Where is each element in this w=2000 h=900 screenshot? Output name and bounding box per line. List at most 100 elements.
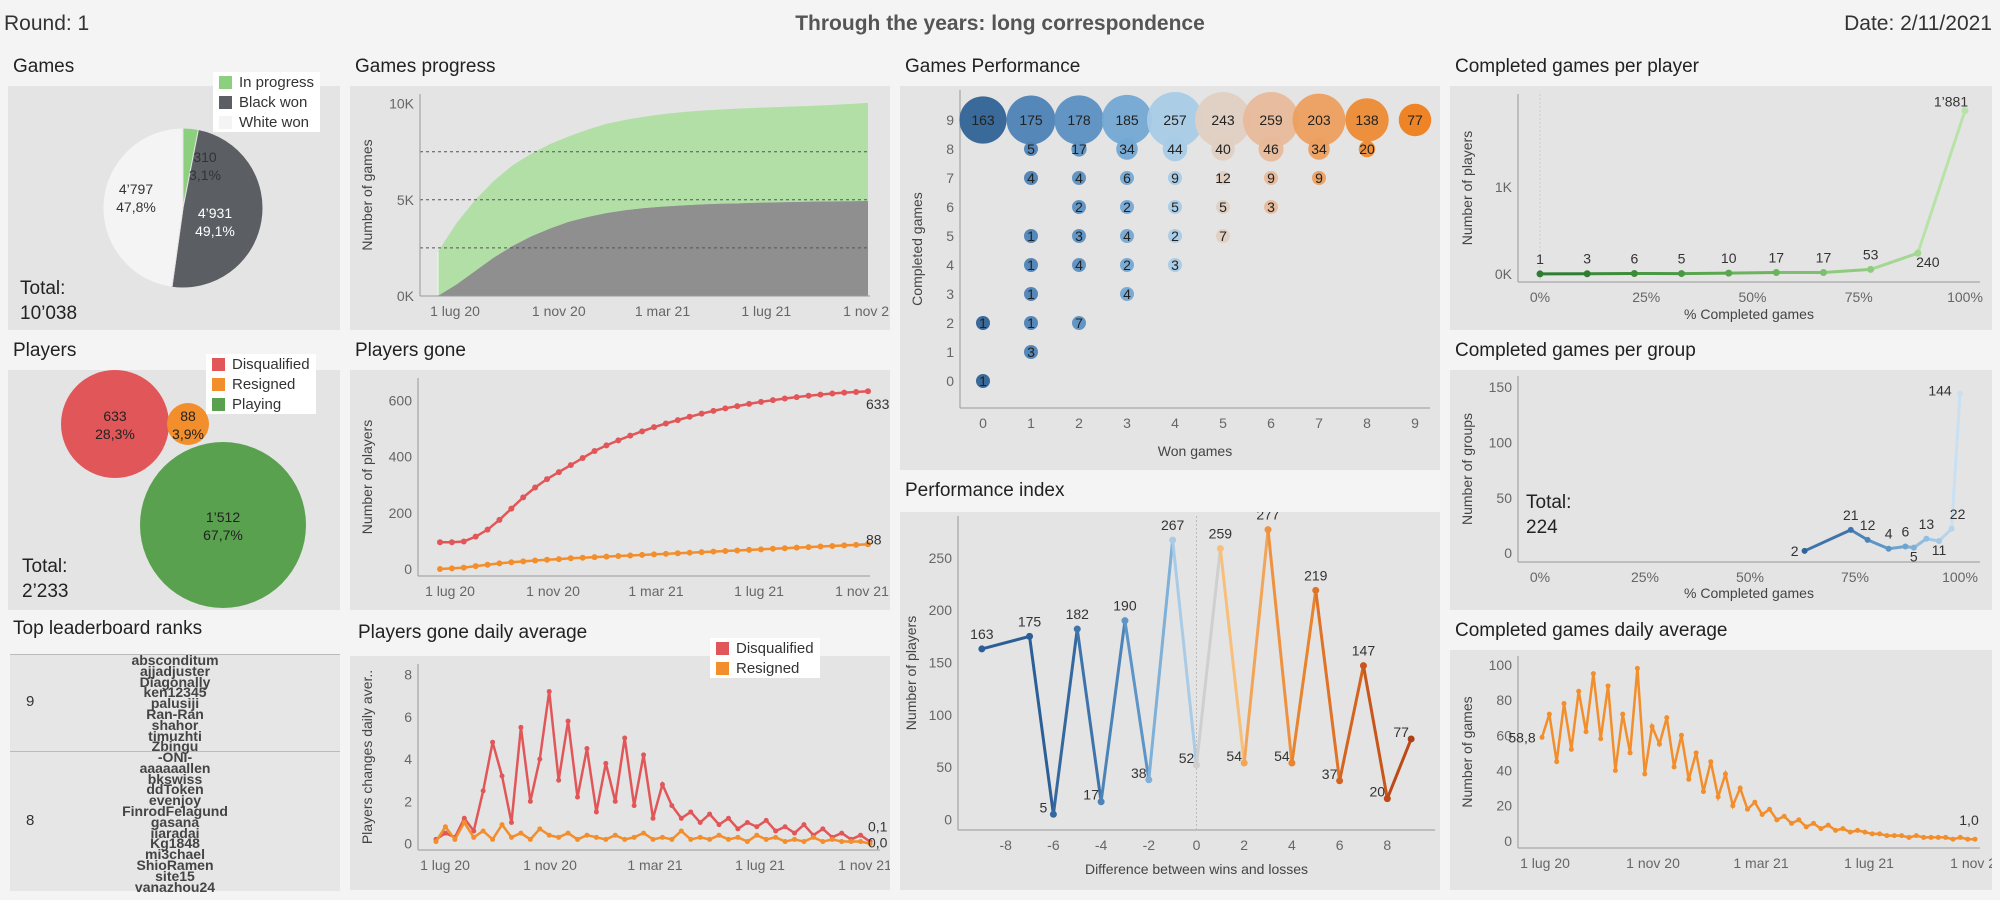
player-name[interactable]: iiaradai	[150, 824, 200, 841]
data-point	[781, 395, 788, 402]
player-name[interactable]: ddToken	[146, 781, 204, 798]
data-point	[518, 724, 524, 730]
data-point	[641, 752, 647, 758]
player-name[interactable]: site15	[155, 867, 195, 884]
data-point	[722, 548, 729, 555]
data-point	[792, 836, 798, 842]
bubble-count-label: 178	[1067, 112, 1091, 128]
data-point	[722, 405, 729, 412]
x-axis-title: Difference between wins and losses	[1085, 861, 1308, 877]
data-point	[1725, 269, 1733, 277]
point-value-label: 147	[1352, 643, 1376, 659]
bubble-count-label: 4	[1027, 170, 1035, 186]
player-name[interactable]: FinrodFelagund	[122, 802, 228, 819]
rank-player-names: absconditum ajjadjuster Diagonally ken12345…	[50, 652, 300, 755]
x-tick-label: 1 lug 20	[430, 303, 480, 319]
data-point	[710, 548, 717, 555]
point-value-label: 5	[1678, 251, 1686, 267]
point-value-label: 2	[1791, 543, 1799, 559]
y-tick-label: 6	[404, 709, 412, 725]
player-name[interactable]: mi3chael	[145, 846, 205, 863]
performance-bubble	[1243, 92, 1299, 148]
legend-item[interactable]: In progress	[213, 72, 320, 92]
data-point	[688, 809, 694, 815]
data-point	[1737, 785, 1743, 791]
player-name[interactable]: Ran-Ran	[146, 705, 204, 722]
legend-item[interactable]: Resigned	[710, 658, 820, 678]
data-point	[1121, 617, 1129, 625]
players-gone-chart: 0 200 400 600 1 lug 20 1 nov 20 1 mar 21 1 lug …	[359, 378, 890, 599]
x-tick-label: 100%	[1942, 569, 1978, 585]
data-point	[627, 432, 634, 439]
point-value-label: 77	[1393, 724, 1409, 740]
player-name[interactable]: evenjoy	[148, 792, 202, 809]
series-segment	[1266, 529, 1294, 764]
data-point	[622, 735, 628, 741]
bubble-count-label: 185	[1115, 112, 1139, 128]
end-value-label: 1,0	[1959, 812, 1979, 828]
data-point	[686, 549, 693, 556]
bubble-count-label: 243	[1211, 112, 1235, 128]
point-value-label: 10	[1721, 250, 1737, 266]
data-point	[622, 836, 628, 842]
games-pie-chart: 310 3,1% 4’931 49,1% 4’797 47,8%	[102, 127, 264, 289]
legend-swatch	[716, 641, 729, 655]
x-tick-label: 1 mar 21	[627, 857, 682, 873]
data-point	[1819, 269, 1827, 277]
bubble-pct-label: 28,3%	[95, 426, 135, 442]
data-point	[848, 839, 854, 845]
legend-item[interactable]: White won	[213, 112, 320, 132]
legend-item[interactable]: Black won	[213, 92, 320, 112]
player-name[interactable]: timuzhti	[148, 727, 202, 744]
legend-item[interactable]: Disqualified	[206, 354, 316, 374]
data-point	[746, 400, 753, 407]
data-point	[496, 516, 503, 523]
legend-item[interactable]: Playing	[206, 394, 316, 414]
point-value-label: 1’881	[1934, 94, 1968, 110]
player-name[interactable]: ken12345	[143, 684, 207, 701]
point-value-label: 4	[1885, 526, 1893, 542]
player-name[interactable]: aaaaaallen	[139, 759, 211, 776]
player-name[interactable]: ShioRamen	[136, 856, 214, 873]
y-tick-label: 60	[1496, 727, 1512, 743]
player-name[interactable]: Zbingu	[151, 738, 199, 755]
player-name[interactable]: ajjadjuster	[139, 662, 211, 679]
data-point	[508, 834, 514, 840]
player-name[interactable]: absconditum	[131, 652, 219, 668]
legend-item[interactable]: Disqualified	[710, 638, 820, 658]
data-point	[782, 839, 788, 845]
player-name[interactable]: Kg1848	[150, 835, 200, 852]
player-name[interactable]: gasana	[150, 813, 200, 830]
data-point	[1885, 545, 1892, 552]
data-point	[978, 645, 986, 653]
data-point	[1598, 736, 1604, 742]
legend-item[interactable]: Resigned	[206, 374, 316, 394]
series-segment	[1051, 628, 1079, 815]
bubble-count-label: 9	[1267, 170, 1275, 186]
data-point	[792, 830, 798, 836]
data-point	[773, 834, 779, 840]
y-tick-label: 8	[946, 141, 954, 157]
y-tick-label: 9	[946, 112, 954, 128]
data-point	[858, 832, 864, 838]
data-point	[1686, 776, 1692, 782]
data-point	[615, 437, 622, 444]
data-point	[662, 420, 669, 427]
player-name[interactable]: -ONI-	[157, 749, 193, 765]
player-name[interactable]: palusiji	[150, 695, 200, 712]
player-name[interactable]: Diagonally	[139, 673, 211, 690]
y-tick-label: 20	[1496, 798, 1512, 814]
completed-daily-chart: 0 20 40 60 80 100 1 lug 20 1 nov 20 1 mar 21 1 lu…	[1459, 656, 2000, 871]
plot-area: 0 200 400 600 1 lug 20 1 nov 20 1 mar 21 1 lug …	[350, 370, 890, 610]
player-name[interactable]: bkswiss	[147, 770, 203, 787]
series-segment	[1195, 548, 1222, 766]
x-tick-label: 25%	[1631, 569, 1659, 585]
player-name[interactable]: vanazhou24	[134, 878, 216, 895]
performance-bubble	[1264, 171, 1278, 185]
player-name[interactable]: shahor	[151, 716, 199, 733]
data-point	[793, 544, 800, 551]
data-point	[858, 839, 864, 845]
point-value-label: 6	[1630, 250, 1638, 266]
y-tick-label: 4	[946, 257, 954, 273]
y-tick-label: 150	[929, 655, 953, 671]
